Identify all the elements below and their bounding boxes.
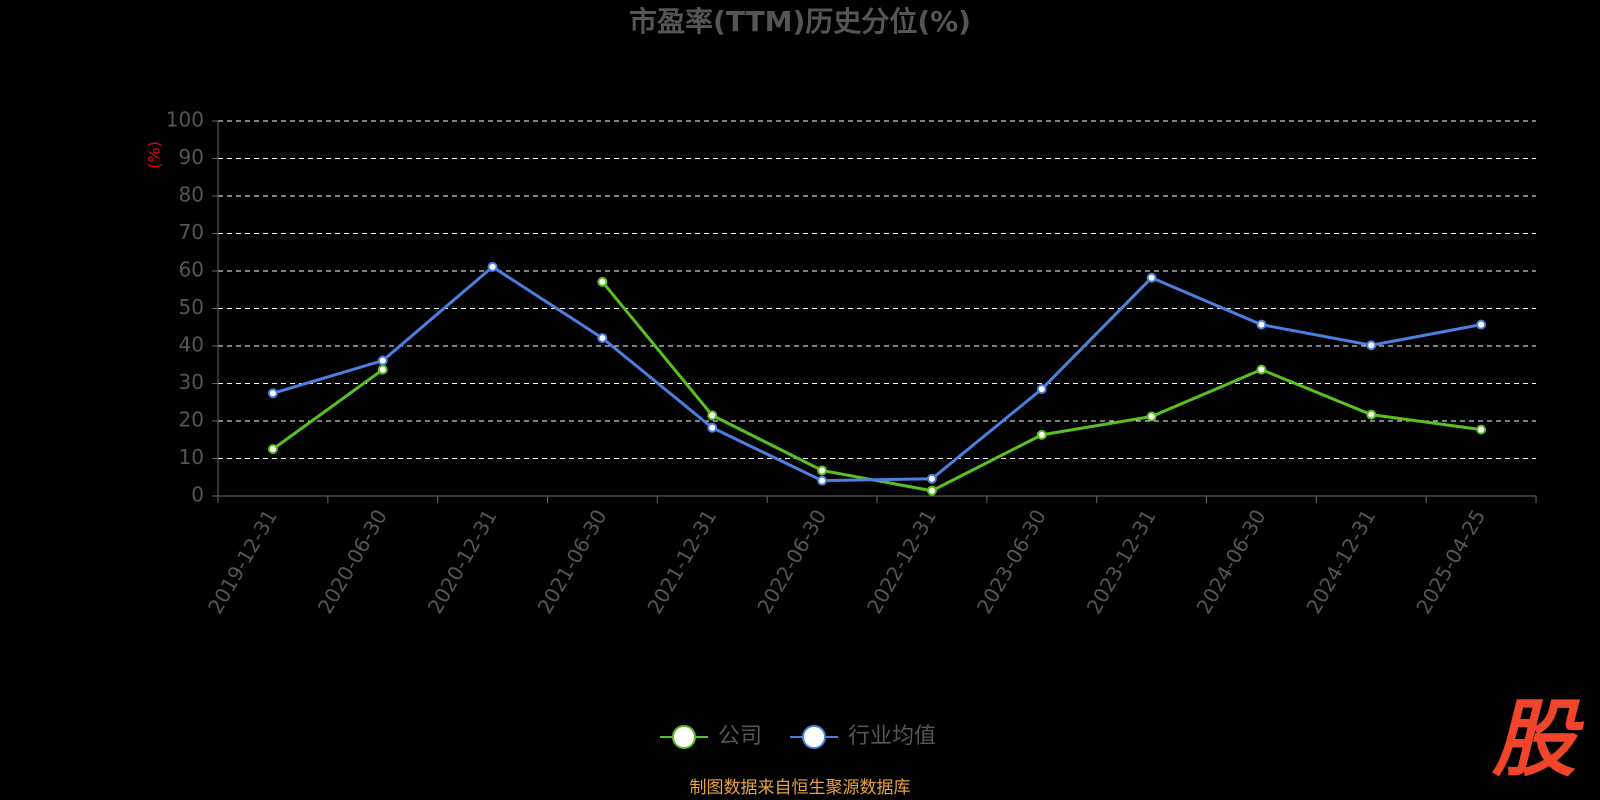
data-point	[1036, 384, 1047, 395]
x-tick-label: 2024-06-30	[1192, 505, 1271, 618]
data-point	[1146, 411, 1157, 422]
legend-label: 公司	[718, 724, 762, 749]
y-tick-label: 90	[179, 145, 204, 169]
data-point	[487, 261, 498, 272]
data-point	[1366, 409, 1377, 420]
x-tick-label: 2023-06-30	[972, 505, 1051, 618]
data-point	[707, 422, 718, 433]
data-point	[926, 485, 937, 496]
y-tick-label: 100	[166, 108, 204, 132]
x-tick-label: 2024-12-31	[1301, 505, 1380, 618]
x-tick-label: 2025-04-25	[1411, 505, 1490, 618]
y-tick-label: 40	[179, 333, 204, 357]
data-point	[817, 465, 828, 476]
data-point	[1366, 340, 1377, 351]
series-line	[272, 265, 1482, 483]
data-point	[1036, 429, 1047, 440]
data-point	[926, 473, 937, 484]
y-tick-label: 50	[179, 295, 204, 319]
y-tick-label: 80	[179, 183, 204, 207]
data-point	[1476, 319, 1487, 330]
x-tick-label: 2020-06-30	[313, 505, 392, 618]
data-point	[707, 410, 718, 421]
data-point	[377, 355, 388, 366]
legend-marker	[672, 725, 696, 749]
y-tick-label: 0	[191, 483, 204, 507]
logo: 股	[1491, 690, 1585, 788]
legend-marker	[802, 725, 827, 749]
y-tick-label: 60	[179, 258, 204, 282]
data-point	[1256, 364, 1267, 375]
data-point	[267, 388, 278, 399]
data-point	[267, 444, 278, 455]
y-tick-label: 10	[179, 445, 204, 469]
data-point	[1146, 272, 1157, 283]
source-note: 制图数据来自恒生聚源数据库	[690, 778, 911, 798]
x-tick-label: 2020-12-31	[423, 505, 502, 618]
chart-title: 市盈率(TTM)历史分位(%)	[629, 5, 971, 38]
data-point	[597, 333, 608, 344]
x-tick-label: 2019-12-31	[203, 505, 282, 618]
x-tick-label: 2021-12-31	[642, 505, 721, 618]
legend-label: 行业均值	[848, 724, 936, 749]
x-tick-label: 2022-06-30	[752, 505, 831, 618]
x-tick-label: 2023-12-31	[1082, 505, 1161, 618]
x-tick-label: 2021-06-30	[533, 505, 612, 618]
y-tick-label: 30	[179, 370, 204, 394]
y-axis-label: (%)	[145, 141, 164, 169]
data-point	[597, 276, 608, 287]
y-tick-label: 70	[179, 220, 204, 244]
series-line	[272, 368, 384, 451]
data-point	[817, 475, 828, 486]
data-point	[1476, 424, 1487, 435]
y-tick-label: 20	[179, 408, 204, 432]
data-point	[1256, 319, 1267, 330]
x-tick-label: 2022-12-31	[862, 505, 941, 618]
data-point	[377, 364, 388, 375]
